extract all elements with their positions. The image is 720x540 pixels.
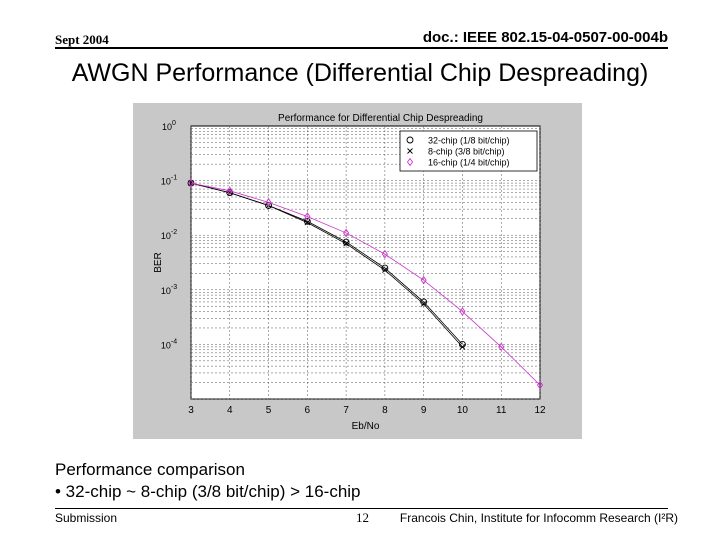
data-point-diamond [343, 228, 350, 238]
data-point-x [304, 219, 311, 226]
data-point-diamond [265, 198, 272, 207]
slide-title: AWGN Performance (Differential Chip Desp… [71, 59, 649, 87]
data-point-diamond [406, 157, 414, 167]
header-doc-id: doc.: IEEE 802.15-04-0507-00-004b [422, 29, 668, 46]
data-point-diamond [381, 249, 388, 259]
header-divider [55, 47, 668, 49]
footer-author: Francois Chin, Institute for Infocomm Re… [399, 511, 678, 525]
legend-box [399, 130, 538, 172]
slide-body: Performance comparison • 32-chip ~ 8-chi… [55, 459, 361, 503]
chart-title: Performance for Differential Chip Despre… [278, 113, 483, 124]
series-line [190, 182, 541, 386]
x-tick-label: 6 [305, 405, 311, 416]
header-date: Sept 2004 [55, 32, 109, 47]
data-point-x [382, 267, 388, 273]
footer-page-number: 12 [356, 510, 369, 525]
x-tick-label: 3 [188, 405, 194, 416]
data-point-diamond [459, 307, 466, 316]
x-axis-label: Eb/No [352, 421, 380, 432]
x-tick-label: 10 [457, 405, 469, 416]
legend-label: 32-chip (1/8 bit/chip) [428, 136, 510, 146]
data-point-diamond [536, 380, 544, 390]
data-point-x [343, 240, 349, 247]
data-point-circle [420, 298, 428, 306]
data-point-x [407, 148, 413, 154]
footer-divider [55, 508, 668, 509]
data-point-circle [226, 189, 234, 197]
x-tick-label: 4 [227, 405, 233, 416]
legend-label: 16-chip (1/4 bit/chip) [428, 158, 510, 168]
data-point-diamond [420, 275, 427, 285]
legend-label: 8-chip (3/8 bit/chip) [428, 147, 505, 157]
x-tick-label: 11 [496, 405, 507, 416]
x-tick-label: 8 [382, 405, 388, 416]
plot-area [190, 125, 541, 400]
y-tick-label: 10-3 [161, 284, 177, 296]
legend: 32-chip (1/8 bit/chip)8-chip (3/8 bit/ch… [399, 130, 538, 172]
y-tick-label: 10-2 [161, 229, 177, 241]
y-tick-label: 100 [162, 120, 176, 132]
grid-lines [190, 126, 541, 400]
x-tick-label: 7 [343, 405, 349, 416]
data-point-circle [406, 136, 414, 144]
data-point-diamond [304, 212, 311, 221]
series-2 [187, 178, 544, 390]
body-line-comparison: Performance comparison [55, 460, 245, 479]
y-tick-label: 10-4 [161, 338, 177, 350]
x-tick-label: 5 [266, 405, 272, 416]
y-axis-label: BER [153, 252, 164, 273]
data-point-x [459, 344, 466, 350]
chart-figure: Performance for Differential Chip Despre… [133, 103, 582, 439]
footer-submission: Submission [55, 511, 118, 525]
x-tick-label: 9 [421, 405, 427, 416]
data-point-diamond [498, 342, 505, 352]
ber-chart: Performance for Differential Chip Despre… [153, 113, 546, 432]
data-point-x [420, 301, 427, 307]
body-line-bullet: • 32-chip ~ 8-chip (3/8 bit/chip) > 16-c… [55, 482, 361, 501]
y-tick-label: 10-1 [161, 175, 177, 187]
data-point-diamond [226, 186, 233, 196]
series-line [190, 182, 463, 348]
data-point-diamond [187, 178, 195, 188]
x-tick-label: 12 [534, 405, 546, 416]
